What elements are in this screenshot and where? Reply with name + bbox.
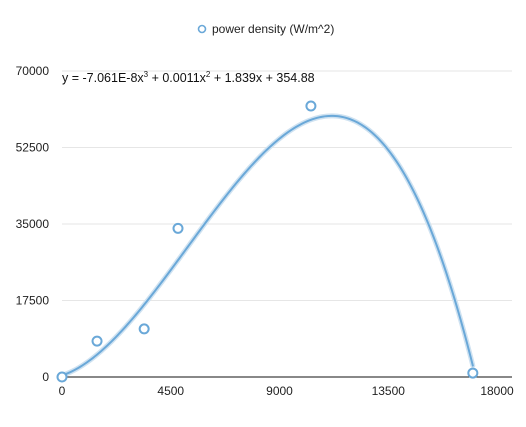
- data-point: [56, 371, 68, 383]
- x-tick-labels: 0 4500 9000 13500 18000: [59, 384, 514, 398]
- y-tick-label: 0: [42, 370, 49, 384]
- equation-suffix: + 1.839x + 354.88: [210, 71, 314, 85]
- y-tick-labels: 0 17500 35000 52500 70000: [16, 64, 50, 384]
- equation-mid: + 0.0011x: [148, 71, 207, 85]
- legend: power density (W/m^2): [197, 22, 334, 36]
- legend-marker: [197, 24, 207, 34]
- equation-prefix: y = -7.061E-8x: [62, 71, 144, 85]
- equation-power-3: 3: [144, 70, 149, 79]
- gridlines: [62, 70, 512, 301]
- x-tick-label: 4500: [157, 384, 184, 398]
- legend-label: power density (W/m^2): [212, 22, 334, 36]
- y-tick-label: 35000: [16, 217, 50, 231]
- x-tick-label: 0: [59, 384, 66, 398]
- data-point: [305, 100, 317, 112]
- data-point: [467, 367, 479, 379]
- equation-power-2: 2: [206, 70, 211, 79]
- x-tick-label: 13500: [372, 384, 406, 398]
- x-tick-label: 18000: [480, 384, 514, 398]
- data-point: [91, 335, 103, 347]
- trendline-equation: y = -7.061E-8x3 + 0.0011x2 + 1.839x + 35…: [62, 70, 315, 85]
- x-tick-label: 9000: [266, 384, 293, 398]
- data-point: [172, 222, 184, 234]
- trendline: [61, 114, 474, 377]
- y-tick-label: 70000: [16, 64, 50, 78]
- y-tick-label: 17500: [16, 294, 50, 308]
- data-points: [56, 100, 479, 383]
- data-point: [138, 323, 150, 335]
- trendline-shadow: [59, 113, 476, 378]
- y-tick-label: 52500: [16, 141, 50, 155]
